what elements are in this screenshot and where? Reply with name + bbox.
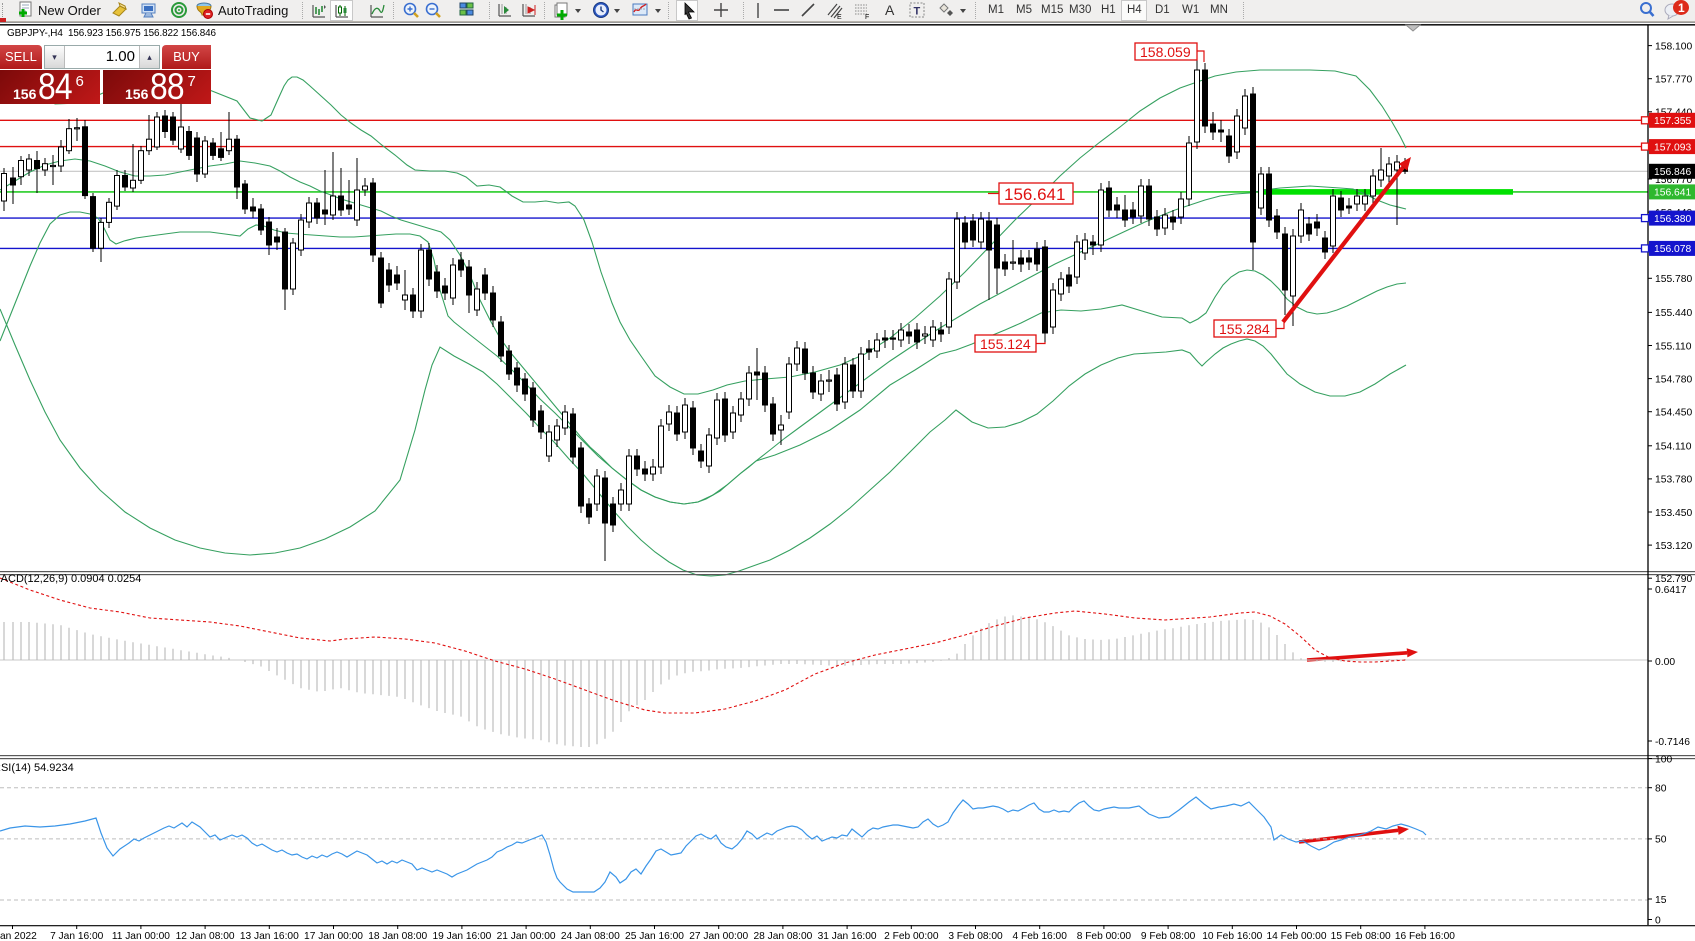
svg-text:100: 100	[1655, 754, 1672, 765]
svg-text:158.059: 158.059	[1140, 44, 1191, 60]
svg-text:153.450: 153.450	[1655, 508, 1692, 519]
svg-text:0: 0	[1655, 915, 1661, 926]
svg-text:154.780: 154.780	[1655, 374, 1692, 385]
svg-text:15 Feb 08:00: 15 Feb 08:00	[1331, 931, 1391, 941]
svg-text:16 Feb 16:00: 16 Feb 16:00	[1395, 931, 1455, 941]
svg-text:9 Feb 08:00: 9 Feb 08:00	[1141, 931, 1196, 941]
svg-text:MACD(12,26,9) 0.0904 0.0254: MACD(12,26,9) 0.0904 0.0254	[0, 573, 141, 585]
svg-text:158.100: 158.100	[1655, 41, 1692, 52]
svg-text:155.440: 155.440	[1655, 308, 1692, 319]
svg-text:157.770: 157.770	[1655, 75, 1692, 86]
svg-text:19 Jan 16:00: 19 Jan 16:00	[432, 931, 491, 941]
svg-text:27 Jan 00:00: 27 Jan 00:00	[689, 931, 748, 941]
svg-text:80: 80	[1655, 784, 1667, 795]
svg-text:4 Feb 16:00: 4 Feb 16:00	[1013, 931, 1068, 941]
svg-text:152.790: 152.790	[1655, 574, 1692, 585]
svg-text:13 Jan 16:00: 13 Jan 16:00	[240, 931, 299, 941]
svg-text:156.770: 156.770	[1655, 175, 1692, 186]
svg-text:7 Jan 16:00: 7 Jan 16:00	[50, 931, 104, 941]
svg-text:154.110: 154.110	[1655, 442, 1692, 453]
svg-text:155.284: 155.284	[1219, 321, 1270, 337]
svg-text:12 Jan 08:00: 12 Jan 08:00	[176, 931, 235, 941]
svg-text:21 Jan 00:00: 21 Jan 00:00	[497, 931, 556, 941]
svg-text:14 Feb 00:00: 14 Feb 00:00	[1266, 931, 1326, 941]
svg-text:156.641: 156.641	[1654, 188, 1691, 199]
svg-text:31 Jan 16:00: 31 Jan 16:00	[818, 931, 877, 941]
svg-text:11 Jan 00:00: 11 Jan 00:00	[112, 931, 170, 941]
svg-text:0.00: 0.00	[1655, 657, 1675, 668]
svg-text:24 Jan 08:00: 24 Jan 08:00	[561, 931, 620, 941]
svg-text:154.450: 154.450	[1655, 408, 1692, 419]
svg-text:156.846: 156.846	[1654, 167, 1691, 178]
svg-text:17 Jan 00:00: 17 Jan 00:00	[304, 931, 363, 941]
svg-text:2 Feb 00:00: 2 Feb 00:00	[884, 931, 939, 941]
svg-text:155.110: 155.110	[1655, 341, 1692, 352]
svg-text:28 Jan 08:00: 28 Jan 08:00	[753, 931, 812, 941]
svg-text:157.355: 157.355	[1654, 116, 1691, 127]
svg-text:F: F	[865, 14, 869, 21]
svg-text:RSI(14) 54.9234: RSI(14) 54.9234	[0, 762, 74, 774]
svg-text:156.380: 156.380	[1654, 214, 1691, 225]
svg-text:153.780: 153.780	[1655, 475, 1692, 486]
svg-text:50: 50	[1655, 835, 1667, 846]
svg-text:0.6417: 0.6417	[1655, 585, 1687, 596]
svg-text:T: T	[914, 6, 921, 18]
svg-text:25 Jan 16:00: 25 Jan 16:00	[625, 931, 684, 941]
svg-text:8 Feb 00:00: 8 Feb 00:00	[1077, 931, 1132, 941]
svg-text:10 Feb 16:00: 10 Feb 16:00	[1202, 931, 1262, 941]
svg-text:E: E	[837, 14, 842, 21]
svg-text:155.124: 155.124	[980, 336, 1031, 352]
svg-text:155.780: 155.780	[1655, 274, 1692, 285]
svg-text:156.078: 156.078	[1654, 244, 1691, 255]
svg-text:an 2022: an 2022	[0, 931, 37, 941]
svg-text:-0.7146: -0.7146	[1655, 737, 1690, 748]
svg-text:153.120: 153.120	[1655, 541, 1692, 552]
svg-text:3 Feb 08:00: 3 Feb 08:00	[948, 931, 1003, 941]
svg-text:156.641: 156.641	[1004, 185, 1065, 204]
svg-text:15: 15	[1655, 895, 1667, 906]
svg-text:157.093: 157.093	[1654, 142, 1691, 153]
svg-text:GBPJPY-,H4 156.923 156.975 15: GBPJPY-,H4 156.923 156.975 156.822 156.8…	[7, 28, 217, 39]
svg-text:18 Jan 08:00: 18 Jan 08:00	[368, 931, 427, 941]
